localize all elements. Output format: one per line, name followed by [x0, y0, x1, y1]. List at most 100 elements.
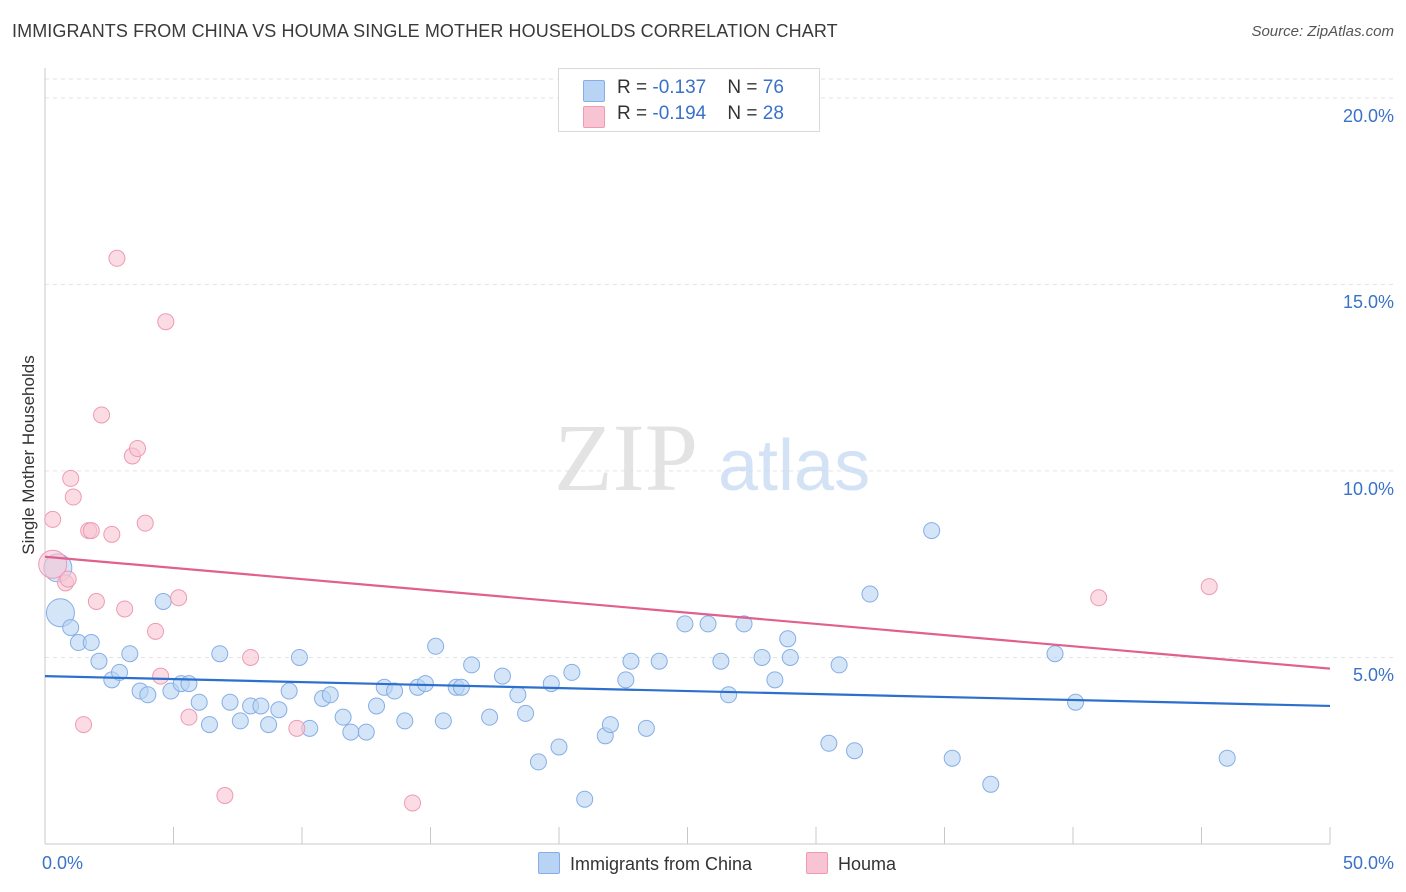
houma-point	[288, 719, 306, 737]
legend-bottom-swatch-houma	[806, 852, 828, 874]
china-point	[861, 585, 879, 603]
houma-point	[180, 708, 198, 726]
legend-swatch-houma	[583, 106, 605, 128]
china-point	[62, 619, 80, 637]
legend-label-houma: Houma	[838, 854, 897, 874]
china-point	[781, 648, 799, 666]
china-point	[396, 712, 414, 730]
china-point	[982, 775, 1000, 793]
china-point	[416, 675, 434, 693]
houma-point	[108, 249, 126, 267]
stats-legend: R = -0.137 N = 76 R = -0.194 N = 28	[558, 68, 820, 132]
houma-point	[170, 589, 188, 607]
houma-point	[1200, 578, 1218, 596]
china-point	[735, 615, 753, 633]
china-point	[386, 682, 404, 700]
china-point	[139, 686, 157, 704]
legend-n-label: N =	[727, 77, 763, 98]
y-tick-label: 5.0%	[1352, 665, 1394, 686]
china-point	[820, 734, 838, 752]
china-point	[260, 716, 278, 734]
x-tick-label: 50.0%	[1342, 853, 1394, 873]
china-point	[529, 753, 547, 771]
houma-point	[82, 522, 100, 540]
houma-point	[87, 593, 105, 610]
china-point	[280, 682, 298, 700]
china-point	[753, 648, 771, 666]
houma-point	[216, 787, 234, 804]
china-point	[509, 686, 527, 704]
legend-n-value-china: 76	[762, 77, 784, 98]
houma-point	[242, 648, 260, 666]
houma-point	[93, 406, 111, 424]
x-tick-label: 0.0%	[42, 853, 84, 873]
china-point	[434, 712, 452, 730]
legend-n-label: N =	[727, 103, 763, 124]
legend-bottom-swatch-china	[538, 852, 560, 874]
china-point	[200, 716, 218, 734]
watermark-zip: ZIP	[554, 404, 698, 511]
china-point	[650, 652, 668, 670]
china-point	[180, 675, 198, 693]
houma-point	[404, 794, 422, 812]
legend-r-value-houma: -0.194	[652, 103, 707, 124]
china-point	[1046, 645, 1064, 663]
legend-n-value-houma: 28	[762, 103, 784, 124]
houma-point	[44, 510, 62, 528]
china-point	[211, 645, 229, 663]
houma-point	[157, 313, 175, 331]
watermark-atlas: atlas	[718, 426, 870, 506]
china-point	[231, 712, 249, 730]
china-point	[121, 645, 139, 663]
china-point	[517, 704, 535, 722]
china-point	[720, 686, 738, 704]
legend-label-china: Immigrants from China	[570, 854, 753, 874]
china-point	[90, 652, 108, 670]
china-point	[82, 634, 100, 652]
houma-point	[147, 622, 165, 640]
y-tick-label: 15.0%	[1342, 292, 1394, 313]
houma-point	[136, 514, 154, 532]
y-tick-label: 20.0%	[1342, 105, 1394, 126]
china-point	[617, 671, 635, 689]
china-point	[190, 693, 208, 711]
watermark: ZIP atlas	[554, 404, 870, 511]
china-point	[342, 723, 360, 741]
china-point	[290, 648, 308, 666]
china-point	[830, 656, 848, 674]
china-point	[427, 637, 445, 655]
china-point	[542, 675, 560, 693]
china-point	[252, 697, 270, 715]
china-point	[270, 701, 288, 719]
china-point	[221, 693, 239, 711]
china-point	[321, 686, 339, 704]
y-tick-label: 10.0%	[1342, 478, 1394, 499]
legend-r-value-china: -0.137	[652, 77, 707, 98]
houma-point	[62, 469, 80, 487]
china-point	[766, 671, 784, 689]
series-houma-points	[38, 249, 1218, 812]
china-point	[699, 615, 717, 633]
china-point	[45, 598, 75, 628]
china-point	[493, 667, 511, 685]
china-point	[111, 663, 129, 681]
legend-item-houma: Houma	[806, 852, 896, 875]
china-point	[622, 652, 640, 670]
houma-point	[152, 667, 170, 685]
china-point	[637, 719, 655, 737]
houma-point	[59, 570, 77, 588]
china-point	[1067, 693, 1085, 711]
trend-line-china	[44, 675, 1331, 708]
china-point	[550, 738, 568, 756]
axes	[44, 68, 1331, 845]
chart-title: IMMIGRANTS FROM CHINA VS HOUMA SINGLE MO…	[12, 21, 838, 41]
china-point	[463, 656, 481, 674]
china-point	[154, 593, 172, 610]
china-point	[452, 678, 470, 696]
china-point	[357, 723, 375, 741]
houma-point	[75, 716, 93, 734]
houma-point	[64, 488, 82, 506]
china-point	[923, 522, 941, 540]
legend-r-label: R =	[617, 77, 653, 98]
